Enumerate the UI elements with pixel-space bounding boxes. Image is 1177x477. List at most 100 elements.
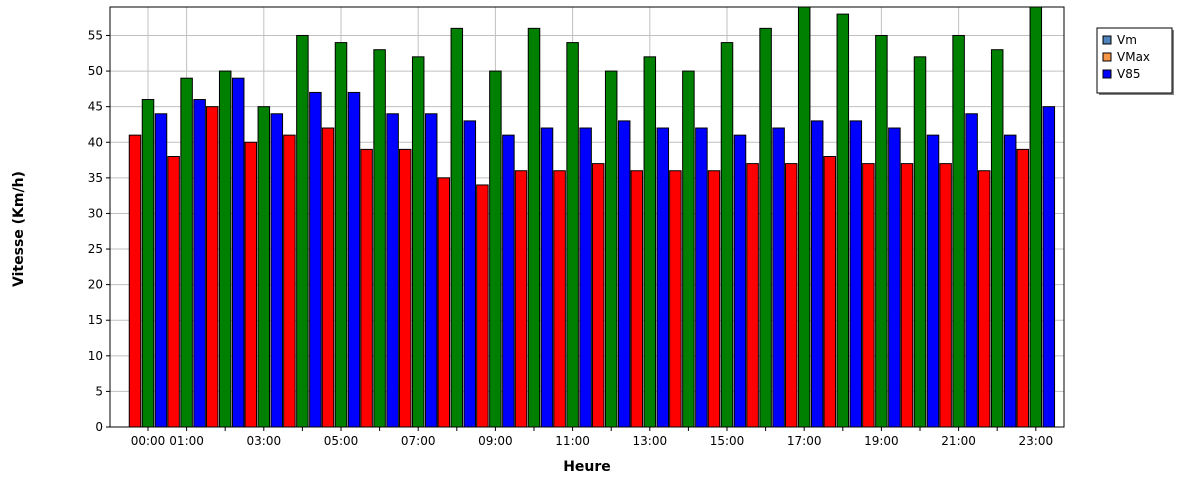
y-tick-label: 15 [88,313,103,327]
bar [476,184,489,428]
x-tick-label: 03:00 [247,434,282,448]
bar [205,106,219,428]
bar [733,134,747,428]
bar [257,106,271,428]
bar [759,27,772,428]
bar [1003,134,1017,428]
bar [784,163,798,428]
x-tick-label: 09:00 [478,434,513,448]
bar [990,49,1004,428]
y-tick-label: 25 [88,242,103,256]
bar [527,27,541,428]
x-tick-label: 23:00 [1019,434,1054,448]
bar [695,127,708,428]
bar [347,91,361,428]
x-tick-label: 21:00 [941,434,976,448]
bar [540,127,554,428]
legend-label: V85 [1117,67,1140,81]
bar [424,113,438,428]
bar [296,34,309,428]
bar [514,170,528,428]
bar [566,42,579,428]
bar [656,127,670,428]
y-tick-label: 45 [88,100,103,114]
plot-frame [109,6,1065,428]
bar [823,155,837,428]
bar [746,163,759,428]
bar [193,99,206,428]
bar [630,170,644,428]
bar [128,134,142,428]
legend-swatch [1102,35,1112,45]
bar [1029,6,1043,428]
legend-label: VMax [1117,50,1150,64]
y-tick-label: 10 [88,349,103,363]
bar [810,120,824,428]
bar [617,120,631,428]
x-tick-label: 00:00 [131,434,166,448]
x-tick-label: 05:00 [324,434,359,448]
x-tick-label: 01:00 [169,434,204,448]
bar [502,134,515,428]
bar [797,6,811,428]
bar [579,127,592,428]
bar [180,77,193,428]
legend-swatch [1102,52,1112,62]
bar [360,148,373,428]
legend: Vm VMax V85 [1096,27,1174,95]
y-tick-label: 0 [95,420,103,434]
x-tick-label: 17:00 [787,434,822,448]
bar [398,148,412,428]
x-tick-label: 15:00 [710,434,745,448]
legend-label: Vm [1117,33,1137,47]
bar [489,70,502,428]
bar [309,91,322,428]
bar [875,34,888,428]
x-tick-label: 07:00 [401,434,436,448]
bar [231,77,245,428]
y-tick-label: 40 [88,135,103,149]
bar [270,113,284,428]
bar [553,170,566,428]
bar [154,113,168,428]
x-axis-title: Heure [563,459,611,475]
y-axis-title: Vitesse (Km/h) [11,171,27,287]
bar [141,99,155,428]
y-tick-label: 50 [88,64,103,78]
bar [952,34,965,428]
bar [772,127,785,428]
bar [836,13,850,428]
bar [386,113,399,428]
bar [283,134,296,428]
x-tick-label: 19:00 [864,434,899,448]
bar [926,134,940,428]
bar [913,56,927,428]
y-tick-label: 5 [95,384,103,398]
bar [849,120,863,428]
y-tick-label: 55 [88,28,103,42]
legend-swatch [1102,69,1112,79]
bar [888,127,901,428]
bar [862,163,875,428]
x-tick-label: 11:00 [555,434,590,448]
x-tick-label: 13:00 [633,434,668,448]
bar [218,70,232,428]
bar [591,163,605,428]
bar [1016,148,1030,428]
bar [373,49,386,428]
bar [463,120,477,428]
bars-layer [128,6,1056,428]
bar [321,127,335,428]
bar [1042,106,1056,428]
bar [900,163,914,428]
bar [707,170,721,428]
bar [167,155,180,428]
bar [411,56,425,428]
bar [720,42,734,428]
bar [682,70,695,428]
bar [939,163,952,428]
bar [437,177,451,428]
bar [450,27,464,428]
